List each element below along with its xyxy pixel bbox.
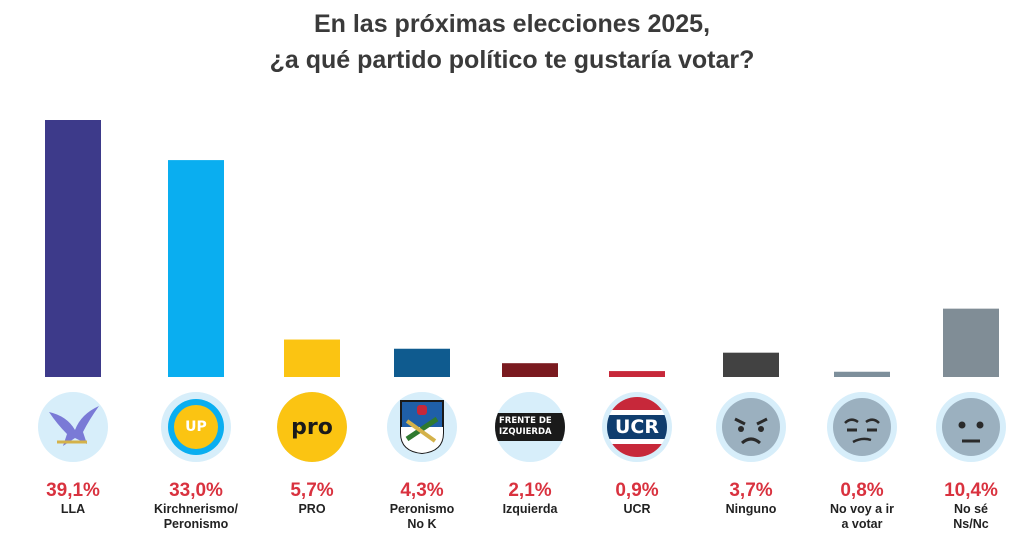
chart-title: En las próximas elecciones 2025, ¿a qué … bbox=[0, 6, 1024, 78]
category-1: UP 33,0% Kirchnerismo/Peronismo bbox=[136, 392, 256, 532]
fit-logo-text-0: FRENTE DE bbox=[499, 416, 552, 426]
pro-logo-icon: pro bbox=[277, 392, 347, 462]
fit-logo-icon: FRENTE DE IZQUIERDA bbox=[495, 392, 565, 462]
category-0: 39,1% LLA bbox=[13, 392, 133, 517]
category-label-3-0: Peronismo bbox=[389, 502, 455, 516]
unamused-face-icon bbox=[827, 392, 897, 462]
category-4: FRENTE DE IZQUIERDA 2,1% Izquierda bbox=[470, 392, 590, 517]
category-5: UCR 0,9% UCR bbox=[577, 392, 697, 517]
data-label-0: 39,1% bbox=[46, 480, 100, 501]
up-logo-text: UP bbox=[174, 405, 218, 449]
data-label-2: 5,7% bbox=[290, 480, 334, 501]
category-2: pro 5,7% PRO bbox=[252, 392, 372, 517]
pro-logo-text: pro bbox=[277, 392, 347, 462]
data-label-3: 4,3% bbox=[400, 480, 444, 501]
category-6: 3,7% Ninguno bbox=[691, 392, 811, 517]
category-label-8-0: No sé bbox=[953, 502, 989, 516]
data-label-1: 33,0% bbox=[169, 480, 223, 501]
category-label-5-0: UCR bbox=[623, 502, 651, 516]
data-label-7: 0,8% bbox=[840, 480, 884, 501]
category-label-8-1: Ns/Nc bbox=[953, 517, 989, 531]
fit-logo-text-1: IZQUIERDA bbox=[499, 427, 552, 437]
neutral-face-icon bbox=[936, 392, 1006, 462]
category-8: 10,4% No sé Ns/Nc bbox=[911, 392, 1024, 532]
category-label-1-1: Peronismo bbox=[163, 517, 229, 531]
peronist-shield-icon bbox=[387, 392, 457, 462]
category-7: 0,8% No voy a ir a votar bbox=[802, 392, 922, 532]
category-label-4-0: Izquierda bbox=[502, 502, 558, 516]
ucr-logo-icon: UCR bbox=[602, 392, 672, 462]
bar-4 bbox=[502, 363, 558, 377]
category-3: 4,3% Peronismo No K bbox=[362, 392, 482, 532]
category-label-6-0: Ninguno bbox=[725, 502, 777, 516]
bar-1 bbox=[168, 160, 224, 377]
bar-3 bbox=[394, 348, 450, 377]
bar-8 bbox=[943, 308, 999, 377]
data-label-4: 2,1% bbox=[508, 480, 552, 501]
category-label-3-1: No K bbox=[407, 517, 437, 531]
lla-eagle-icon bbox=[38, 392, 108, 462]
bar-6 bbox=[723, 352, 779, 377]
up-logo-icon: UP bbox=[161, 392, 231, 462]
category-label-7-1: a votar bbox=[841, 517, 883, 531]
category-label-7-0: No voy a ir bbox=[830, 502, 894, 516]
data-label-8: 10,4% bbox=[944, 480, 998, 501]
title-line-2: ¿a qué partido político te gustaría vota… bbox=[269, 46, 755, 74]
title-line-1: En las próximas elecciones 2025, bbox=[313, 10, 711, 38]
bar-0 bbox=[45, 120, 101, 377]
category-label-2-0: PRO bbox=[298, 502, 326, 516]
ucr-logo-text: UCR bbox=[607, 397, 667, 457]
angry-face-icon bbox=[716, 392, 786, 462]
category-label-1-0: Kirchnerismo/ bbox=[153, 502, 239, 516]
bar-2 bbox=[284, 339, 340, 377]
bar-7 bbox=[834, 371, 890, 377]
data-label-6: 3,7% bbox=[729, 480, 773, 501]
bar-5 bbox=[609, 371, 665, 377]
data-label-5: 0,9% bbox=[615, 480, 659, 501]
category-label-0-0: LLA bbox=[60, 502, 86, 516]
